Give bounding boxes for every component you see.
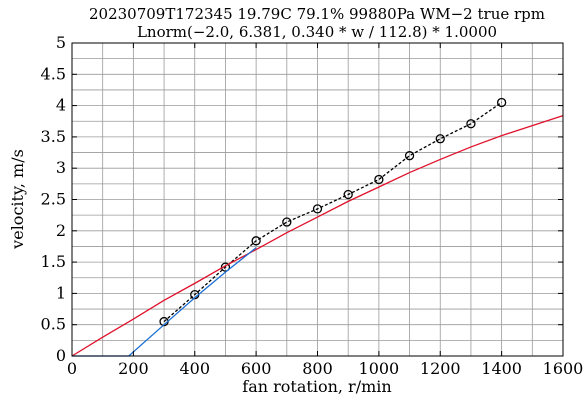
series-0-point: [404, 151, 415, 161]
tick-layer: 0 200 400 600 800 1000 1200 1400 1600 0 0.5 1 1.5 2 2.…: [41, 33, 584, 378]
chart-title-line-1: 20230709T172345 19.79C 79.1% 99880Pa WM−…: [89, 5, 545, 23]
x-tick-label: 1200: [420, 359, 461, 378]
x-tick-label: 0: [67, 359, 77, 378]
x-tick-label: 1400: [481, 359, 522, 378]
y-tick-label: 5: [56, 33, 66, 52]
series-0-point: [435, 134, 445, 144]
y-tick-label: 0: [56, 346, 66, 365]
y-tick-label: 0.5: [41, 315, 66, 334]
series-0-point: [312, 204, 323, 214]
x-tick-label: 1600: [543, 359, 584, 378]
series-0-line: [163, 101, 503, 323]
x-tick-label: 1000: [359, 359, 400, 378]
series-0-point: [374, 174, 384, 185]
y-tick-label: 1: [56, 283, 66, 302]
series-0-point: [251, 236, 261, 246]
x-axis-label: fan rotation, r/min: [242, 377, 391, 396]
x-tick-label: 400: [179, 359, 210, 378]
x-tick-label: 800: [302, 359, 333, 378]
grid: [71, 42, 564, 357]
series-1-line: [71, 115, 564, 357]
series-0-point: [466, 119, 476, 129]
y-axis-label: velocity, m/s: [8, 149, 27, 250]
y-tick-label: 4.5: [41, 64, 66, 83]
series-0-point: [496, 97, 507, 108]
chart-title-line-2: Lnorm(−2.0, 6.381, 0.340 * w / 112.8) * …: [137, 23, 497, 41]
series-0-point: [282, 217, 292, 227]
y-tick-label: 3.5: [41, 127, 66, 146]
series-0-point: [220, 262, 231, 272]
y-tick-label: 2: [56, 221, 66, 240]
y-tick-label: 1.5: [41, 252, 66, 271]
x-tick-label: 600: [241, 359, 272, 378]
y-tick-label: 2.5: [41, 190, 66, 209]
y-tick-label: 3: [56, 158, 66, 177]
y-tick-label: 4: [56, 96, 66, 115]
series-0-point: [343, 189, 353, 200]
x-tick-label: 200: [118, 359, 149, 378]
